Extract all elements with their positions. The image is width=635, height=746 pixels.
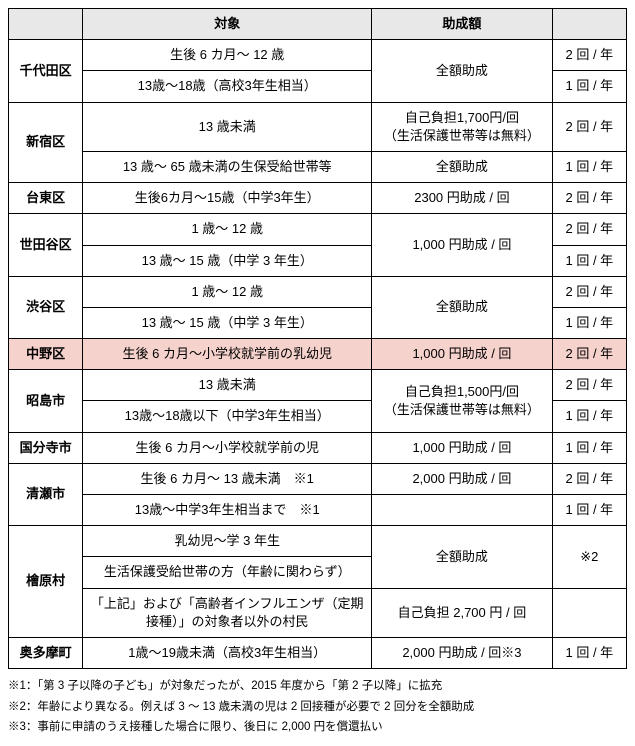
subsidy-cell: 全額助成 bbox=[372, 151, 553, 182]
subsidy-cell: 1,000 円助成 / 回 bbox=[372, 214, 553, 276]
subsidy-cell: 自己負担1,500円/回 （生活保護世帯等は無料） bbox=[372, 370, 553, 432]
target-cell: 13 歳～ 65 歳未満の生保受給世帯等 bbox=[83, 151, 372, 182]
target-cell: 13 歳未満 bbox=[83, 370, 372, 401]
freq-cell: 2 回 / 年 bbox=[552, 214, 626, 245]
subsidy-cell: 全額助成 bbox=[372, 40, 553, 102]
table-row: 13 歳～ 65 歳未満の生保受給世帯等全額助成1 回 / 年 bbox=[9, 151, 627, 182]
target-cell: 生後 6 カ月～小学校就学前の児 bbox=[83, 432, 372, 463]
freq-cell: 1 回 / 年 bbox=[552, 432, 626, 463]
freq-cell: 2 回 / 年 bbox=[552, 40, 626, 71]
subsidy-cell: 自己負担 2,700 円 / 回 bbox=[372, 588, 553, 637]
freq-cell: ※2 bbox=[552, 526, 626, 588]
target-cell: 生後6カ月～15歳（中学3年生） bbox=[83, 183, 372, 214]
target-cell: 生後 6 カ月～ 12 歳 bbox=[83, 40, 372, 71]
freq-cell: 1 回 / 年 bbox=[552, 71, 626, 102]
table-row: 13歳～中学3年生相当まで ※1 1 回 / 年 bbox=[9, 495, 627, 526]
target-cell: 13歳～18歳以下（中学3年生相当） bbox=[83, 401, 372, 432]
freq-cell: 1 回 / 年 bbox=[552, 495, 626, 526]
ward-cell: 世田谷区 bbox=[9, 214, 83, 276]
footnotes: ※1：「第 3 子以降の子ども」が対象だったが、2015 年度から「第 2 子以… bbox=[8, 677, 627, 736]
table-row: 昭島市13 歳未満自己負担1,500円/回 （生活保護世帯等は無料）2 回 / … bbox=[9, 370, 627, 401]
subsidy-cell: 2,000 円助成 / 回※3 bbox=[372, 637, 553, 668]
ward-cell: 渋谷区 bbox=[9, 276, 83, 338]
subsidy-cell: 全額助成 bbox=[372, 276, 553, 338]
table-row: 檜原村乳幼児～学 3 年生全額助成※2 bbox=[9, 526, 627, 557]
table-row: 中野区生後 6 カ月～小学校就学前の乳幼児1,000 円助成 / 回2 回 / … bbox=[9, 339, 627, 370]
freq-cell: 2 回 / 年 bbox=[552, 102, 626, 151]
freq-cell: 1 回 / 年 bbox=[552, 151, 626, 182]
freq-cell: 1 回 / 年 bbox=[552, 307, 626, 338]
subsidy-cell: 2300 円助成 / 回 bbox=[372, 183, 553, 214]
target-cell: 1歳～19歳未満（高校3年生相当） bbox=[83, 637, 372, 668]
target-cell: 「上記」および「高齢者インフルエンザ（定期接種）」の対象者以外の村民 bbox=[83, 588, 372, 637]
header-ward bbox=[9, 9, 83, 40]
ward-cell: 奥多摩町 bbox=[9, 637, 83, 668]
target-cell: 生後 6 カ月～ 13 歳未満 ※1 bbox=[83, 463, 372, 494]
subsidy-cell bbox=[372, 495, 553, 526]
target-cell: 1 歳～ 12 歳 bbox=[83, 276, 372, 307]
header-row: 対象 助成額 bbox=[9, 9, 627, 40]
target-cell: 乳幼児～学 3 年生 bbox=[83, 526, 372, 557]
table-row: 「上記」および「高齢者インフルエンザ（定期接種）」の対象者以外の村民自己負担 2… bbox=[9, 588, 627, 637]
ward-cell: 台東区 bbox=[9, 183, 83, 214]
target-cell: 生後 6 カ月～小学校就学前の乳幼児 bbox=[83, 339, 372, 370]
table-row: 奥多摩町1歳～19歳未満（高校3年生相当）2,000 円助成 / 回※31 回 … bbox=[9, 637, 627, 668]
ward-cell: 檜原村 bbox=[9, 526, 83, 638]
freq-cell: 2 回 / 年 bbox=[552, 276, 626, 307]
target-cell: 1 歳～ 12 歳 bbox=[83, 214, 372, 245]
header-freq bbox=[552, 9, 626, 40]
target-cell: 13歳～中学3年生相当まで ※1 bbox=[83, 495, 372, 526]
freq-cell: 1 回 / 年 bbox=[552, 401, 626, 432]
subsidy-cell: 2,000 円助成 / 回 bbox=[372, 463, 553, 494]
freq-cell: 1 回 / 年 bbox=[552, 637, 626, 668]
target-cell: 13 歳～ 15 歳（中学 3 年生） bbox=[83, 245, 372, 276]
ward-cell: 昭島市 bbox=[9, 370, 83, 432]
footnote: ※2：年齢により異なる。例えば 3 ～ 13 歳未満の児は 2 回接種が必要で … bbox=[8, 698, 627, 716]
header-subsidy: 助成額 bbox=[372, 9, 553, 40]
ward-cell: 新宿区 bbox=[9, 102, 83, 183]
subsidy-cell: 自己負担1,700円/回 （生活保護世帯等は無料） bbox=[372, 102, 553, 151]
subsidy-cell: 1,000 円助成 / 回 bbox=[372, 432, 553, 463]
footnote: ※1：「第 3 子以降の子ども」が対象だったが、2015 年度から「第 2 子以… bbox=[8, 677, 627, 695]
freq-cell: 2 回 / 年 bbox=[552, 370, 626, 401]
table-row: 国分寺市生後 6 カ月～小学校就学前の児1,000 円助成 / 回1 回 / 年 bbox=[9, 432, 627, 463]
footnote: ※3：事前に申請のうえ接種した場合に限り、後日に 2,000 円を償還払い bbox=[8, 718, 627, 736]
freq-cell: 2 回 / 年 bbox=[552, 339, 626, 370]
target-cell: 生活保護受給世帯の方（年齢に関わらず） bbox=[83, 557, 372, 588]
subsidy-cell: 1,000 円助成 / 回 bbox=[372, 339, 553, 370]
ward-cell: 国分寺市 bbox=[9, 432, 83, 463]
target-cell: 13歳～18歳（高校3年生相当） bbox=[83, 71, 372, 102]
target-cell: 13 歳未満 bbox=[83, 102, 372, 151]
ward-cell: 中野区 bbox=[9, 339, 83, 370]
freq-cell bbox=[552, 588, 626, 637]
table-row: 世田谷区1 歳～ 12 歳1,000 円助成 / 回2 回 / 年 bbox=[9, 214, 627, 245]
ward-cell: 清瀬市 bbox=[9, 463, 83, 525]
table-row: 千代田区生後 6 カ月～ 12 歳全額助成2 回 / 年 bbox=[9, 40, 627, 71]
table-row: 台東区生後6カ月～15歳（中学3年生）2300 円助成 / 回2 回 / 年 bbox=[9, 183, 627, 214]
table-row: 清瀬市生後 6 カ月～ 13 歳未満 ※12,000 円助成 / 回2 回 / … bbox=[9, 463, 627, 494]
table-row: 渋谷区1 歳～ 12 歳全額助成2 回 / 年 bbox=[9, 276, 627, 307]
table-row: 新宿区13 歳未満自己負担1,700円/回 （生活保護世帯等は無料）2 回 / … bbox=[9, 102, 627, 151]
freq-cell: 2 回 / 年 bbox=[552, 463, 626, 494]
header-target: 対象 bbox=[83, 9, 372, 40]
freq-cell: 2 回 / 年 bbox=[552, 183, 626, 214]
freq-cell: 1 回 / 年 bbox=[552, 245, 626, 276]
ward-cell: 千代田区 bbox=[9, 40, 83, 102]
subsidy-cell: 全額助成 bbox=[372, 526, 553, 588]
subsidy-table: 対象 助成額 千代田区生後 6 カ月～ 12 歳全額助成2 回 / 年13歳～1… bbox=[8, 8, 627, 669]
target-cell: 13 歳～ 15 歳（中学 3 年生） bbox=[83, 307, 372, 338]
